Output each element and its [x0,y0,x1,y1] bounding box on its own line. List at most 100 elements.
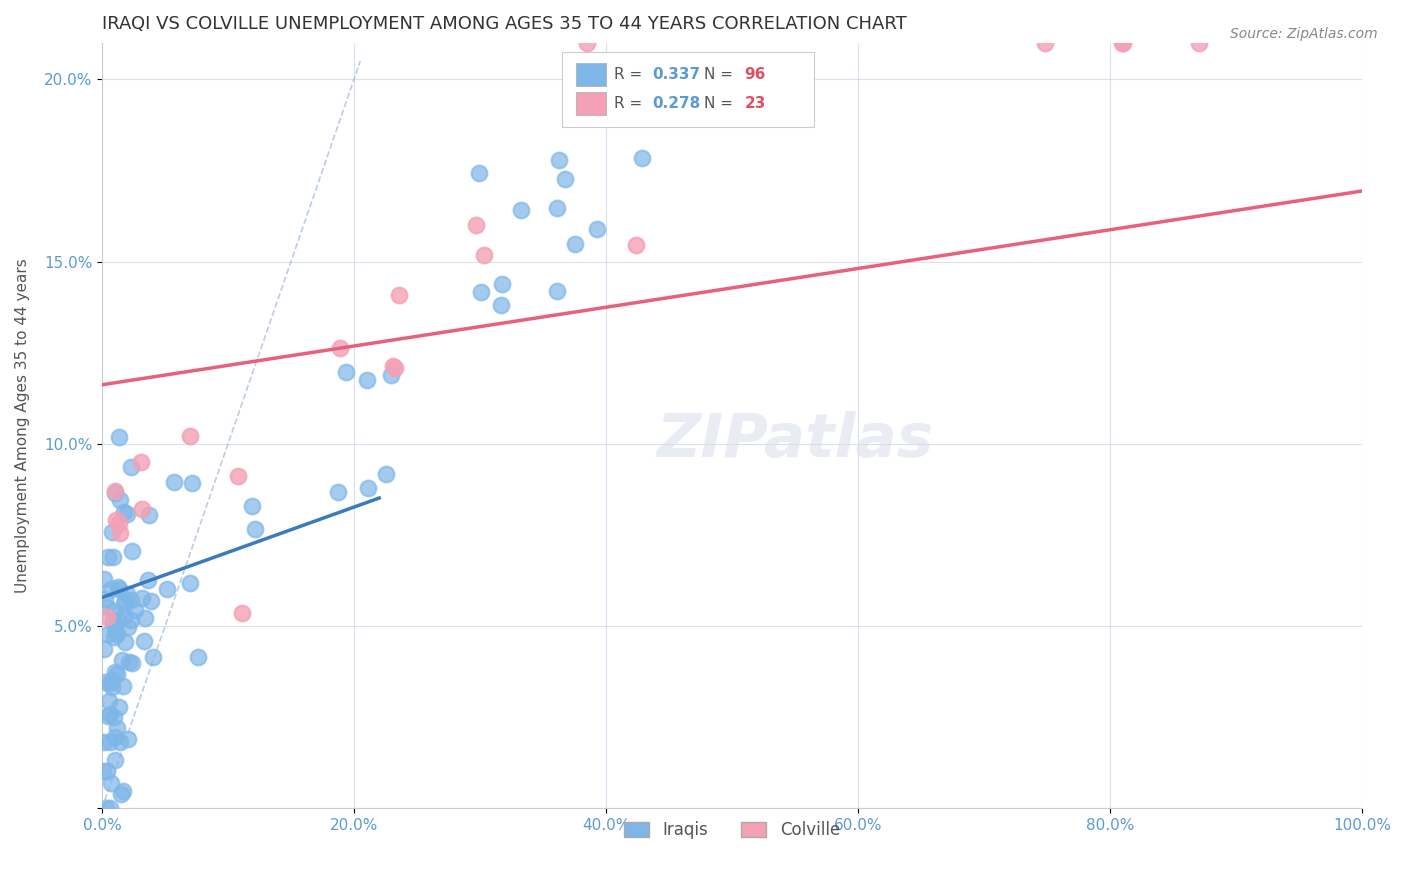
Point [554,172,576,186]
Point [179,576,201,591]
Point [335,365,357,379]
Point [117,620,139,634]
Point [115,586,138,600]
Point [1035,36,1057,50]
FancyBboxPatch shape [562,52,814,127]
Point [107,516,129,530]
Point [103,604,125,618]
Point [129,455,152,469]
Point [121,544,143,558]
Point [111,679,134,693]
Text: Source: ZipAtlas.com: Source: ZipAtlas.com [1230,27,1378,41]
Point [100,801,122,815]
Point [103,614,125,628]
Text: R =: R = [613,95,647,111]
Text: 96: 96 [745,67,766,82]
Point [388,287,411,301]
Point [104,730,127,744]
Text: N =: N = [704,95,738,111]
Point [132,634,155,648]
Point [93,572,115,586]
Point [356,373,378,387]
Point [112,598,135,612]
Point [105,626,128,640]
Point [103,630,125,644]
Text: R =: R = [613,67,647,82]
Point [100,673,122,688]
Point [329,342,352,356]
Point [100,776,122,790]
Point [97,626,120,640]
Point [93,764,115,778]
Point [546,201,568,215]
Point [718,72,741,87]
Text: 23: 23 [745,95,766,111]
Point [118,655,141,669]
Point [94,674,117,689]
Point [380,368,402,383]
Point [548,153,571,168]
Point [231,607,253,621]
Point [103,550,125,565]
Point [374,467,396,481]
Point [136,573,159,587]
Point [1112,36,1135,50]
Point [666,105,689,120]
Point [491,298,513,312]
Point [678,76,700,90]
Point [110,788,132,802]
Point [382,359,405,373]
Point [97,694,120,708]
Point [97,708,120,723]
Point [108,430,131,444]
Point [124,603,146,617]
Point [98,735,121,749]
Point [96,599,118,614]
Point [112,784,135,798]
Point [107,667,129,681]
Point [509,202,531,217]
Point [114,635,136,649]
Point [120,613,142,627]
FancyBboxPatch shape [575,92,606,115]
Point [156,582,179,596]
Point [546,284,568,298]
FancyBboxPatch shape [575,62,606,86]
Point [104,513,127,527]
Point [107,580,129,594]
Point [134,611,156,625]
Point [131,591,153,605]
Point [243,522,266,536]
Point [626,237,648,252]
Point [121,657,143,671]
Point [93,642,115,657]
Legend: Iraqis, Colville: Iraqis, Colville [617,814,846,846]
Point [187,650,209,665]
Point [120,593,142,607]
Point [470,285,492,299]
Text: 0.278: 0.278 [652,95,700,111]
Point [104,665,127,680]
Point [564,236,586,251]
Text: ZIPatlas: ZIPatlas [657,411,934,470]
Point [139,594,162,608]
Point [112,505,135,519]
Point [1111,36,1133,50]
Point [98,706,121,721]
Point [96,801,118,815]
Point [138,508,160,522]
Point [631,151,654,165]
Point [96,610,118,624]
Point [107,613,129,627]
Point [100,524,122,539]
Point [103,710,125,724]
Point [180,475,202,490]
Point [104,753,127,767]
Point [1188,36,1211,50]
Point [586,221,609,235]
Point [179,429,201,443]
Point [108,735,131,749]
Point [117,507,139,521]
Point [131,501,153,516]
Text: 0.337: 0.337 [652,67,700,82]
